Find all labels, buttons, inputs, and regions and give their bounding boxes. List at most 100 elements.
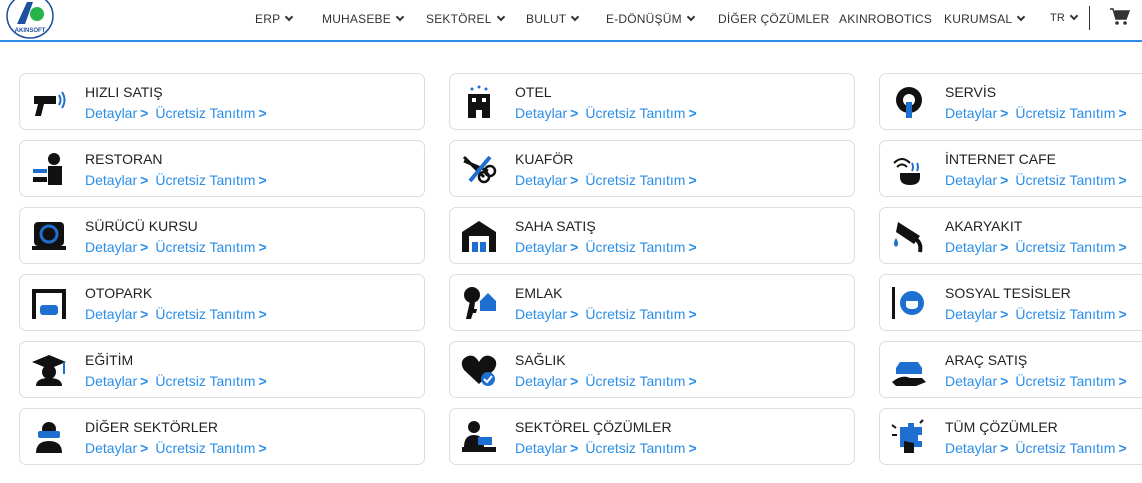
free-demo-link[interactable]: Ücretsiz Tanıtım >	[155, 373, 267, 389]
sector-title[interactable]: KUAFÖR	[515, 151, 574, 167]
details-link[interactable]: Detaylar >	[85, 440, 149, 456]
nav-item-3[interactable]: BULUT	[526, 12, 580, 26]
free-demo-link[interactable]: Ücretsiz Tanıtım >	[155, 172, 267, 188]
nav-item-7[interactable]: KURUMSAL	[944, 12, 1026, 26]
details-link[interactable]: Detaylar >	[515, 373, 579, 389]
sector-card[interactable]: EĞİTİM Detaylar > Ücretsiz Tanıtım >	[19, 341, 425, 398]
nav-item-6[interactable]: AKINROBOTICS	[839, 12, 932, 26]
chevron-down-icon	[1069, 11, 1079, 21]
details-link[interactable]: Detaylar >	[85, 172, 149, 188]
sector-title[interactable]: DİĞER SEKTÖRLER	[85, 419, 219, 435]
free-demo-link[interactable]: Ücretsiz Tanıtım >	[585, 239, 697, 255]
free-demo-link[interactable]: Ücretsiz Tanıtım >	[1015, 440, 1127, 456]
nav-item-0[interactable]: ERP	[255, 12, 294, 26]
barcode-scanner-icon	[34, 91, 66, 116]
sector-card[interactable]: TÜM ÇÖZÜMLER Detaylar > Ücretsiz Tanıtım >	[879, 408, 1142, 465]
details-link[interactable]: Detaylar >	[85, 373, 149, 389]
details-link[interactable]: Detaylar >	[85, 239, 149, 255]
sector-card[interactable]: AKARYAKIT Detaylar > Ücretsiz Tanıtım >	[879, 207, 1142, 264]
sector-title[interactable]: RESTORAN	[85, 151, 163, 167]
sector-card[interactable]: OTEL Detaylar > Ücretsiz Tanıtım >	[449, 73, 855, 130]
details-link[interactable]: Detaylar >	[515, 105, 579, 121]
coffee-sign-icon	[892, 287, 924, 319]
sector-card[interactable]: RESTORAN Detaylar > Ücretsiz Tanıtım >	[19, 140, 425, 197]
details-link[interactable]: Detaylar >	[945, 373, 1009, 389]
sector-card[interactable]: EMLAK Detaylar > Ücretsiz Tanıtım >	[449, 274, 855, 331]
free-demo-link[interactable]: Ücretsiz Tanıtım >	[585, 306, 697, 322]
sector-title[interactable]: HIZLI SATIŞ	[85, 84, 163, 100]
sector-title[interactable]: SAĞLIK	[515, 352, 566, 368]
nav-item-1[interactable]: MUHASEBE	[322, 12, 405, 26]
nav-label: DİĞER ÇÖZÜMLER	[718, 12, 830, 26]
sector-card[interactable]: SAHA SATIŞ Detaylar > Ücretsiz Tanıtım >	[449, 207, 855, 264]
sector-card[interactable]: SOSYAL TESİSLER Detaylar > Ücretsiz Tanıtım…	[879, 274, 1142, 331]
sector-title[interactable]: İNTERNET CAFE	[945, 151, 1056, 167]
free-demo-link[interactable]: Ücretsiz Tanıtım >	[155, 440, 267, 456]
sector-title[interactable]: ARAÇ SATIŞ	[945, 352, 1028, 368]
language-selector[interactable]: TR	[1050, 11, 1079, 24]
sector-title[interactable]: SAHA SATIŞ	[515, 218, 596, 234]
details-link[interactable]: Detaylar >	[945, 172, 1009, 188]
details-link[interactable]: Detaylar >	[85, 306, 149, 322]
free-demo-link[interactable]: Ücretsiz Tanıtım >	[585, 373, 697, 389]
sector-title[interactable]: SERVİS	[945, 84, 997, 100]
sector-title[interactable]: AKARYAKIT	[945, 218, 1023, 234]
sector-card[interactable]: HIZLI SATIŞ Detaylar > Ücretsiz Tanıtım >	[19, 73, 425, 130]
sector-title[interactable]: TÜM ÇÖZÜMLER	[945, 419, 1058, 435]
divider	[1089, 6, 1090, 30]
free-demo-link[interactable]: Ücretsiz Tanıtım >	[585, 440, 697, 456]
puzzle-hand-icon	[891, 419, 924, 453]
sector-card[interactable]: SERVİS Detaylar > Ücretsiz Tanıtım >	[879, 73, 1142, 130]
sector-card[interactable]: SAĞLIK Detaylar > Ücretsiz Tanıtım >	[449, 341, 855, 398]
nav-label: MUHASEBE	[322, 12, 391, 26]
free-demo-link[interactable]: Ücretsiz Tanıtım >	[1015, 105, 1127, 121]
sector-card[interactable]: İNTERNET CAFE Detaylar > Ücretsiz Tanıtım >	[879, 140, 1142, 197]
steering-wheel-icon	[32, 222, 66, 250]
sector-card[interactable]: KUAFÖR Detaylar > Ücretsiz Tanıtım >	[449, 140, 855, 197]
details-link[interactable]: Detaylar >	[515, 306, 579, 322]
free-demo-link[interactable]: Ücretsiz Tanıtım >	[1015, 239, 1127, 255]
details-link[interactable]: Detaylar >	[945, 440, 1009, 456]
person-desk-icon	[462, 421, 496, 452]
free-demo-link[interactable]: Ücretsiz Tanıtım >	[155, 239, 267, 255]
warehouse-icon	[462, 221, 496, 252]
sector-card[interactable]: SEKTÖREL ÇÖZÜMLER Detaylar > Ücretsiz Tanıt…	[449, 408, 855, 465]
details-link[interactable]: Detaylar >	[515, 440, 579, 456]
sector-title[interactable]: SOSYAL TESİSLER	[945, 285, 1071, 301]
akinsoft-logo[interactable]: AKINSOFT	[5, 0, 55, 40]
sector-title[interactable]: OTEL	[515, 84, 552, 100]
sector-title[interactable]: EĞİTİM	[85, 352, 134, 368]
free-demo-link[interactable]: Ücretsiz Tanıtım >	[155, 306, 267, 322]
details-link[interactable]: Detaylar >	[945, 306, 1009, 322]
fuel-nozzle-icon	[894, 222, 923, 253]
free-demo-link[interactable]: Ücretsiz Tanıtım >	[155, 105, 267, 121]
nav-item-5[interactable]: DİĞER ÇÖZÜMLER	[718, 12, 829, 26]
sector-title[interactable]: SEKTÖREL ÇÖZÜMLER	[515, 419, 672, 435]
details-link[interactable]: Detaylar >	[85, 105, 149, 121]
sector-card[interactable]: DİĞER SEKTÖRLER Detaylar > Ücretsiz Tanıtım…	[19, 408, 425, 465]
nav-label: KURUMSAL	[944, 12, 1013, 26]
sector-card[interactable]: SÜRÜCÜ KURSU Detaylar > Ücretsiz Tanıtım >	[19, 207, 425, 264]
free-demo-link[interactable]: Ücretsiz Tanıtım >	[1015, 172, 1127, 188]
sector-card[interactable]: ARAÇ SATIŞ Detaylar > Ücretsiz Tanıtım >	[879, 341, 1142, 398]
sector-title[interactable]: OTOPARK	[85, 285, 153, 301]
sector-title[interactable]: EMLAK	[515, 285, 563, 301]
shopping-cart-icon[interactable]	[1110, 8, 1130, 26]
details-link[interactable]: Detaylar >	[945, 239, 1009, 255]
scissors-comb-icon	[462, 155, 497, 184]
svg-text:AKINSOFT: AKINSOFT	[15, 28, 46, 34]
nav-item-4[interactable]: E-DÖNÜŞÜM	[606, 12, 696, 26]
free-demo-link[interactable]: Ücretsiz Tanıtım >	[1015, 373, 1127, 389]
free-demo-link[interactable]: Ücretsiz Tanıtım >	[1015, 306, 1127, 322]
chevron-down-icon	[686, 12, 696, 22]
details-link[interactable]: Detaylar >	[515, 239, 579, 255]
free-demo-link[interactable]: Ücretsiz Tanıtım >	[585, 172, 697, 188]
hotel-icon	[468, 85, 490, 118]
details-link[interactable]: Detaylar >	[945, 105, 1009, 121]
nav-item-2[interactable]: SEKTÖREL	[426, 12, 505, 26]
free-demo-link[interactable]: Ücretsiz Tanıtım >	[585, 105, 697, 121]
sector-card[interactable]: OTOPARK Detaylar > Ücretsiz Tanıtım >	[19, 274, 425, 331]
nav-label: ERP	[255, 12, 281, 26]
details-link[interactable]: Detaylar >	[515, 172, 579, 188]
sector-title[interactable]: SÜRÜCÜ KURSU	[85, 218, 198, 234]
